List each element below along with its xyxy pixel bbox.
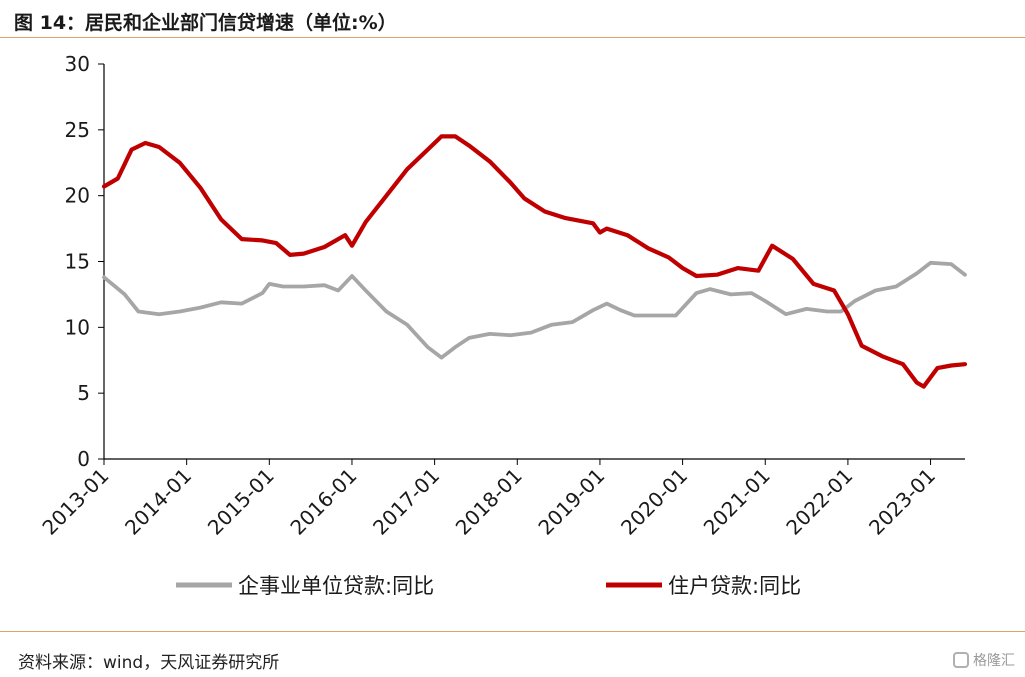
y-tick-label: 30 [65, 52, 90, 76]
x-tick-label: 2017-01 [368, 464, 444, 540]
x-tick-label: 2023-01 [864, 464, 940, 540]
series-line-enterprise-loans [102, 260, 967, 360]
series-line-household-loans [101, 134, 968, 389]
y-tick-label: 0 [77, 447, 90, 471]
y-tick-label: 5 [77, 381, 90, 405]
y-tick-label: 15 [65, 250, 90, 274]
y-tick-label: 20 [65, 184, 90, 208]
y-tick-label: 25 [65, 118, 90, 142]
chart-axes: 0 5 10 15 20 25 30 2013-01 2014-01 2015-01 2016-01… [37, 52, 965, 540]
legend-label: 住户贷款:同比 [668, 574, 801, 598]
y-tick-label: 10 [65, 315, 90, 339]
chart-legend: 企事业单位贷款:同比 住户贷款:同比 [176, 574, 801, 598]
legend-label: 企事业单位贷款:同比 [238, 574, 434, 598]
x-tick-label: 2016-01 [285, 464, 361, 540]
x-tick-label: 2022-01 [781, 464, 857, 540]
x-tick-label: 2019-01 [533, 464, 609, 540]
watermark-text: 格隆汇 [973, 653, 1015, 669]
x-tick-label: 2015-01 [203, 464, 279, 540]
x-tick-label: 2014-01 [120, 464, 196, 540]
page-title: 图 14：居民和企业部门信贷增速（单位:%） [14, 12, 397, 34]
x-tick-label: 2020-01 [616, 464, 692, 540]
x-tick-label: 2018-01 [451, 464, 527, 540]
footer-divider [0, 631, 1025, 632]
watermark-logo-icon [953, 652, 969, 668]
chart-series [101, 134, 968, 389]
x-tick-label: 2013-01 [37, 464, 113, 540]
title-divider [0, 37, 1025, 38]
line-chart: 0 5 10 15 20 25 30 2013-01 2014-01 2015-01 2016-01… [37, 52, 968, 598]
watermark: 格隆汇 [953, 650, 1015, 670]
x-tick-label: 2021-01 [699, 464, 775, 540]
source-note: 资料来源：wind，天风证券研究所 [18, 653, 280, 673]
